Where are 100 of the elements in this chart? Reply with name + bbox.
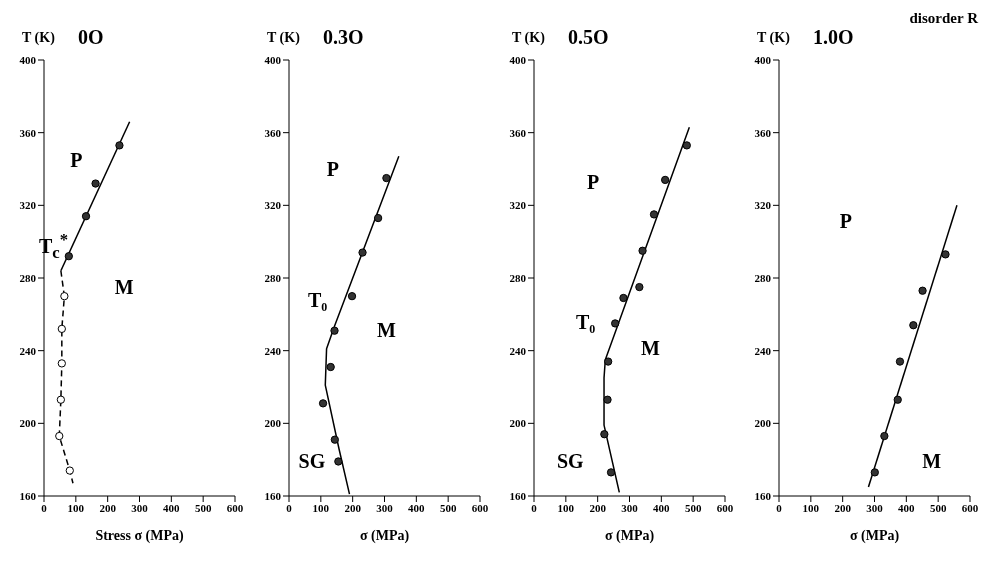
point [941,250,950,259]
point [661,175,670,185]
x-tick-label: 100 [802,501,820,514]
annotation: T₀ [575,310,596,333]
x-tick-label: 200 [589,501,607,514]
y-tick-label: 400 [264,53,282,66]
chart-title: 0.3O [323,26,364,49]
x-tick-label: 500 [684,501,702,514]
y-tick-label: 240 [19,344,37,357]
annotation: M [641,336,660,359]
x-axis-title: σ (MPa) [359,528,410,544]
y-tick-label: 160 [19,489,37,502]
point [604,357,613,366]
point [330,326,339,335]
x-tick-label: 200 [99,501,117,514]
point [57,359,66,368]
point [57,324,66,334]
chart-title: 0.5O [568,26,609,49]
x-tick-label: 600 [471,501,489,514]
x-tick-label: 400 [898,501,916,514]
x-axis-title: Stress σ (MPa) [95,528,184,544]
x-tick-label: 200 [344,501,362,514]
y-tick-label: 360 [754,126,772,139]
y-tick-label: 160 [264,489,282,502]
x-tick-label: 400 [408,501,426,514]
y-tick-label: 280 [19,271,37,284]
annotation: M [376,319,396,342]
x-tick-label: 600 [226,501,244,514]
y-tick-label: 400 [509,53,527,66]
x-tick-label: 100 [312,501,330,514]
x-tick-label: 200 [834,501,852,514]
point [918,286,927,295]
point [682,141,691,150]
y-tick-label: 200 [509,417,527,430]
y-tick-label: 280 [509,271,527,284]
point [880,431,889,441]
point [909,321,918,330]
annotation: P [587,171,600,194]
line-series [603,126,691,494]
y-tick-label: 160 [509,489,527,502]
y-tick-label: 400 [19,53,37,66]
text: disorder R [909,10,978,27]
y-tick-label: 200 [754,417,772,430]
point [893,395,902,404]
point [91,179,100,188]
x-tick-label: 400 [163,501,181,514]
x-tick-label: 500 [439,501,457,514]
point [870,468,879,477]
annotation: M [114,275,134,298]
x-tick-label: 300 [376,501,394,514]
x-tick-label: 0 [531,501,538,514]
annotation: T₀ [307,288,328,311]
x-tick-label: 300 [131,501,149,514]
y-tick-label: 360 [264,126,282,139]
x-tick-label: 600 [961,501,979,514]
y-tick-label: 240 [264,344,282,357]
y-tick-label: 160 [754,489,772,502]
point [347,292,357,301]
x-tick-label: 100 [67,501,85,514]
y-tick-label: 400 [754,53,772,66]
x-tick-label: 300 [866,501,884,514]
point [334,457,343,466]
y-tick-label: 360 [509,126,527,139]
y-tick-label: 280 [264,271,282,284]
annotation: P [70,149,83,172]
y-tick-label: 320 [509,199,527,212]
x-tick-label: 600 [716,501,734,514]
point [895,357,905,366]
y-axis-title: T (K) [22,30,55,46]
y-tick-label: 320 [264,199,282,212]
point [635,282,644,292]
x-tick-label: 0 [41,501,48,514]
point [318,399,328,408]
point [64,252,73,261]
y-tick-label: 200 [264,417,282,430]
point [115,141,124,150]
y-axis-title: T (K) [267,30,300,46]
y-tick-label: 240 [754,344,772,357]
y-tick-label: 320 [754,199,772,212]
point [81,212,91,221]
y-tick-label: 360 [19,126,37,139]
point [619,293,628,303]
y-tick-label: 280 [754,271,772,284]
x-axis-title: σ (MPa) [849,528,900,544]
point [326,362,335,372]
point [373,213,383,223]
annotation: SG [298,450,326,473]
y-tick-label: 200 [19,417,37,430]
y-tick-label: 320 [19,199,37,212]
annotation: P [839,210,852,233]
point [55,431,64,441]
annotation: SG [556,450,584,473]
point [382,173,391,183]
x-axis-title: σ (MPa) [604,528,655,544]
x-tick-label: 0 [776,501,783,514]
point [56,395,66,404]
x-tick-label: 500 [194,501,212,514]
point [65,466,74,475]
point [603,395,612,404]
point [60,292,69,301]
